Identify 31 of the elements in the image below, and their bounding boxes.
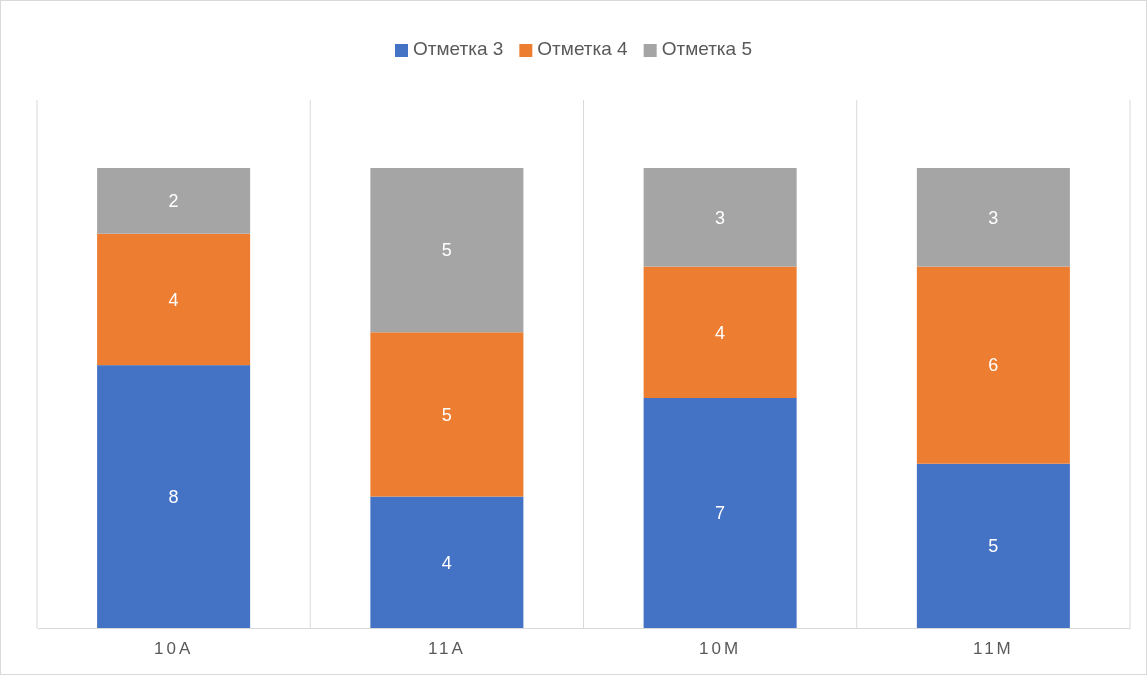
data-label: 8 xyxy=(168,486,179,507)
data-label: 5 xyxy=(441,240,452,261)
bar xyxy=(97,168,251,234)
bar xyxy=(916,168,1070,267)
bar xyxy=(643,398,797,628)
legend-label: Отметка 4 xyxy=(537,38,629,59)
bar xyxy=(643,266,797,398)
data-label: 2 xyxy=(168,191,179,212)
data-label: 4 xyxy=(168,289,179,310)
x-tick-label: 10М xyxy=(699,639,742,659)
bar xyxy=(916,463,1070,628)
x-tick-label: 10А xyxy=(154,639,194,659)
bar xyxy=(97,365,251,628)
bar xyxy=(643,168,797,267)
legend-label: Отметка 5 xyxy=(661,38,752,59)
data-label: 6 xyxy=(988,355,999,376)
data-label: 5 xyxy=(441,404,452,425)
data-label: 3 xyxy=(715,207,726,228)
bar xyxy=(370,168,524,333)
bar xyxy=(916,266,1070,464)
bar xyxy=(97,233,251,366)
bar xyxy=(370,332,524,497)
data-label: 7 xyxy=(715,503,726,524)
bar xyxy=(370,496,524,628)
data-label: 4 xyxy=(441,552,452,573)
data-label: 3 xyxy=(988,207,999,228)
legend-label: Отметка 3 xyxy=(413,38,504,59)
data-label: 5 xyxy=(988,536,999,557)
x-tick-label: 11А xyxy=(427,639,466,659)
x-tick-label: 11М xyxy=(972,639,1014,659)
data-label: 4 xyxy=(715,322,726,343)
